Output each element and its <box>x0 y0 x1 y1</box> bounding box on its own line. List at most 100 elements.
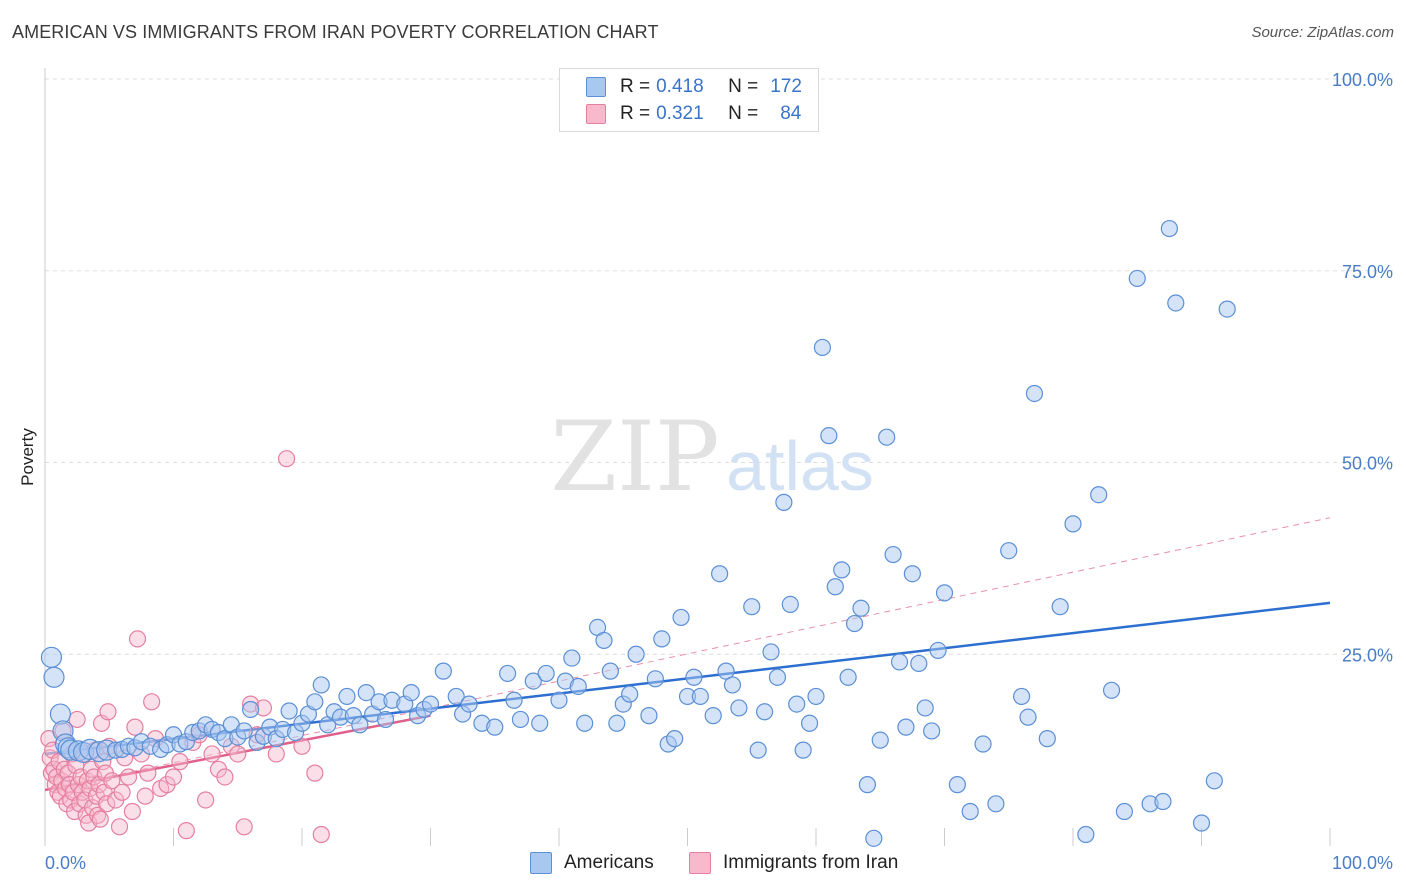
americans-point <box>1090 486 1108 504</box>
iran-r-value: 0.321 <box>656 103 704 124</box>
iran-point <box>171 753 189 771</box>
americans-point <box>826 578 844 596</box>
americans-point <box>1077 825 1095 844</box>
americans-point <box>685 668 703 686</box>
stats-legend: R = 0.418 N = 172 R = 0.321 N = 84 <box>559 68 819 132</box>
americans-point <box>524 672 542 690</box>
americans-point <box>820 427 838 445</box>
iran-point <box>119 768 138 786</box>
y-tick-label: 25.0% <box>1342 645 1393 665</box>
americans-point <box>421 695 440 713</box>
americans-point <box>839 668 857 686</box>
americans-point <box>800 714 819 732</box>
americans-point <box>935 584 954 602</box>
americans-point <box>878 428 896 446</box>
x-tick-label: 100.0% <box>1332 853 1393 873</box>
americans-point <box>242 700 260 719</box>
iran-point <box>306 764 324 782</box>
americans-point <box>781 595 799 613</box>
americans-point <box>235 722 253 740</box>
iran-point <box>123 802 141 821</box>
iran-point <box>197 791 215 809</box>
iran-point <box>126 718 144 736</box>
americans-point <box>672 608 690 627</box>
iran-point <box>312 825 330 844</box>
y-tick-label: 50.0% <box>1342 454 1393 474</box>
iran-swatch <box>586 104 606 124</box>
americans-point <box>486 718 504 736</box>
americans-point <box>1160 219 1178 238</box>
iran-point <box>235 818 253 836</box>
americans-point <box>794 741 812 759</box>
americans-point <box>312 676 330 694</box>
iran-point <box>128 630 147 648</box>
americans-point <box>1102 681 1121 699</box>
americans-point <box>1000 542 1018 560</box>
americans-legend-swatch <box>530 852 552 874</box>
legend-row-iran: R = 0.321 N = 84 <box>586 101 801 127</box>
americans-point <box>691 687 709 706</box>
iran-point <box>277 450 296 468</box>
americans-point <box>40 646 63 668</box>
chart-title: AMERICAN VS IMMIGRANTS FROM IRAN POVERTY… <box>12 22 659 42</box>
americans-point <box>1205 772 1223 790</box>
americans-point <box>338 687 356 706</box>
americans-point <box>903 565 921 583</box>
americans-point <box>601 662 620 680</box>
americans-point <box>1019 708 1037 726</box>
tick-labels: 25.0% 50.0% 75.0% 100.0% 0.0% 100.0% <box>45 70 1393 873</box>
americans-r-value: 0.418 <box>656 76 704 97</box>
americans-point <box>537 664 555 683</box>
americans-point <box>833 561 851 579</box>
americans-point <box>865 829 883 847</box>
y-tick-label: 75.0% <box>1342 262 1393 282</box>
iran-point <box>98 795 116 813</box>
americans-point <box>550 691 568 709</box>
iran-point <box>203 745 221 763</box>
americans-point <box>357 683 375 702</box>
americans-point <box>948 776 966 794</box>
iran-point <box>113 783 131 801</box>
americans-point <box>447 687 465 706</box>
americans-point <box>871 731 889 749</box>
americans-point <box>916 699 934 717</box>
americans-swatch <box>586 77 606 97</box>
americans-legend-label: Americans <box>564 852 654 873</box>
americans-point <box>711 565 729 583</box>
americans-point <box>306 693 324 711</box>
americans-point <box>280 702 298 720</box>
legend-item-americans[interactable]: Americans <box>530 852 654 874</box>
y-tick-label: 100.0% <box>1332 70 1393 90</box>
source-label: Source: ZipAtlas.com <box>1251 24 1394 41</box>
iran-legend-swatch <box>689 852 711 874</box>
iran-point <box>216 768 234 786</box>
americans-point <box>460 695 478 713</box>
americans-point <box>531 714 549 732</box>
iran-point <box>229 745 247 763</box>
americans-point <box>511 710 530 729</box>
iran-point <box>136 787 154 805</box>
americans-point <box>897 718 915 736</box>
americans-point <box>640 707 658 725</box>
iran-point <box>99 703 117 721</box>
americans-point <box>845 614 864 633</box>
americans-point <box>704 707 722 725</box>
n-label: N = <box>728 103 759 124</box>
americans-point <box>755 703 774 721</box>
legend-item-iran[interactable]: Immigrants from Iran <box>689 852 898 874</box>
americans-point <box>768 668 787 686</box>
iran-point <box>103 772 121 790</box>
americans-point <box>1192 814 1211 832</box>
americans-point <box>929 641 947 660</box>
americans-point <box>813 338 832 357</box>
americans-point <box>1115 802 1134 821</box>
iran-point <box>293 737 311 755</box>
americans-point <box>788 695 806 713</box>
iran-point <box>164 768 183 786</box>
iran-points <box>40 450 330 844</box>
americans-point <box>1012 687 1031 706</box>
americans-point <box>743 598 761 616</box>
americans-point <box>1167 294 1185 312</box>
americans-point <box>858 776 877 794</box>
iran-point <box>91 810 109 828</box>
